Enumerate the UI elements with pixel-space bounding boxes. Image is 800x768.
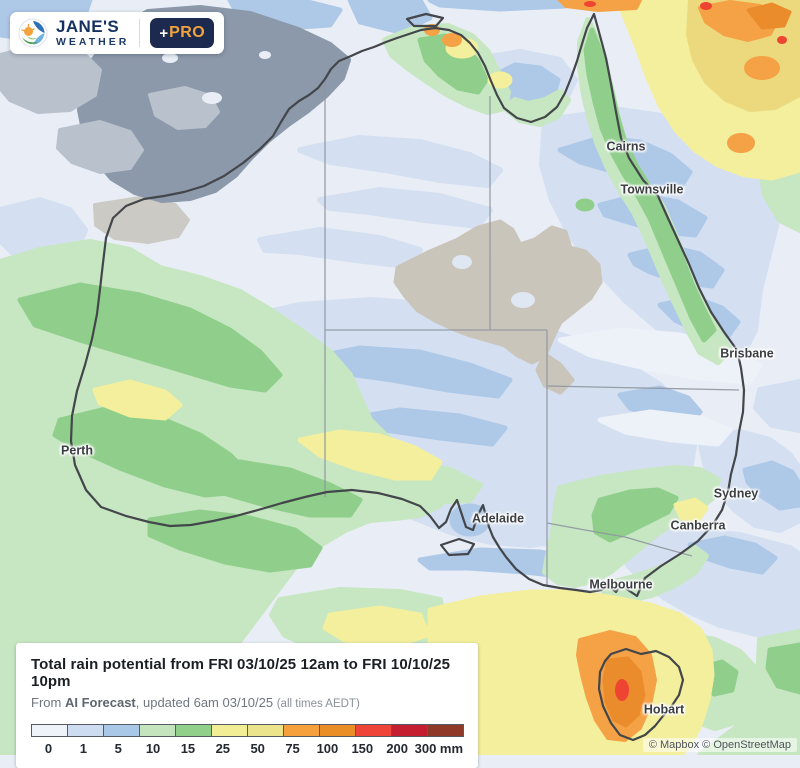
map-attribution[interactable]: © Mapbox © OpenStreetMap [642,738,797,752]
legend-color-cell [31,724,68,737]
legend-value-label: 15 [180,741,196,756]
legend-color-cell [175,724,212,737]
legend-value-label: 200 [386,741,409,756]
australia-coastline [69,12,746,742]
legend-color-cell [247,724,284,737]
legend-color-cell [319,724,356,737]
legend-value-label: 50 [250,741,265,756]
legend-value-label: 10 [145,741,161,756]
legend-value-label: 1 [79,741,87,756]
legend-value-label: 300 mm [414,741,464,756]
legend-color-cell [67,724,104,737]
source-name: AI Forecast [64,695,136,710]
rain-layer-25mm [92,0,800,755]
legend-color-cell [103,724,140,737]
legend-value-labels: 0 1 5 10 15 25 50 75 100 150 200 300 mm [31,741,463,756]
dry-zone-west-gray [93,196,190,244]
pro-badge: + PRO [150,18,215,48]
legend-color-bar [31,724,464,737]
rain-scale-legend: 0 1 5 10 15 25 50 75 100 150 200 300 mm [31,724,464,756]
legend-color-cell [391,724,428,737]
legend-value-label: 100 [316,741,339,756]
pro-plus-glyph: + [159,24,169,42]
logo-divider [139,19,141,47]
janes-weather-logo[interactable]: JANE'S WEATHER + PRO [10,12,225,54]
brand-name-secondary: WEATHER [56,36,130,49]
dry-zone-holes [452,255,535,308]
janes-weather-brand-icon [18,18,48,48]
legend-value-label: 25 [215,741,231,756]
forecast-title: Total rain potential from FRI 03/10/25 1… [31,656,451,690]
pro-label: PRO [169,24,206,41]
legend-color-cell [211,724,248,737]
legend-value-label: 75 [285,741,300,756]
forecast-source-line: From AI Forecast, updated 6am 03/10/25 (… [31,695,463,710]
legend-value-label: 0 [44,741,53,756]
legend-color-cell [139,724,176,737]
state-borders [324,82,740,585]
no-data-slate-region [0,5,351,203]
legend-color-cell [355,724,392,737]
source-note: (all times AEDT) [276,698,360,710]
legend-value-label: 5 [114,741,122,756]
legend-value-label: 150 [351,741,374,756]
rain-layer-150mm [584,1,787,701]
legend-color-cell [283,724,320,737]
source-suffix: , updated 6am 03/10/25 [135,695,277,710]
legend-color-cell [427,724,464,737]
forecast-caption-card: Total rain potential from FRI 03/10/25 1… [16,643,478,768]
brand-name: JANE'S [56,17,120,37]
source-prefix: From [31,695,65,710]
